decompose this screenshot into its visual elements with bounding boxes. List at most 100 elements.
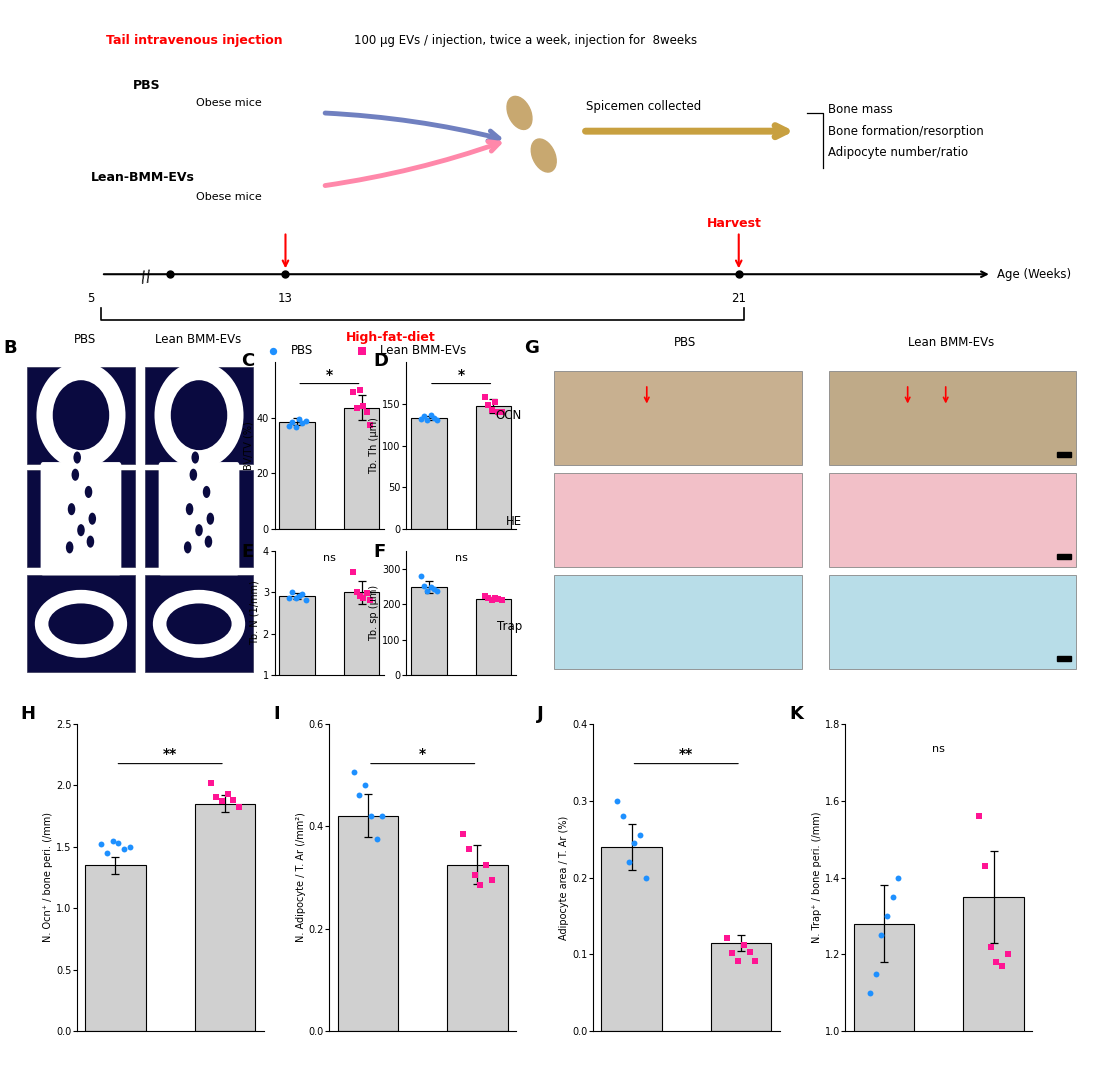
Y-axis label: Tb. Th (μm): Tb. Th (μm) bbox=[369, 417, 380, 474]
Point bbox=[355, 590, 372, 607]
Point bbox=[729, 951, 747, 969]
Point bbox=[296, 413, 314, 430]
Point bbox=[213, 793, 231, 810]
FancyBboxPatch shape bbox=[26, 470, 135, 567]
Point bbox=[747, 951, 764, 969]
Text: Lean BMM-EVs: Lean BMM-EVs bbox=[380, 345, 467, 357]
Point bbox=[480, 589, 497, 606]
Point bbox=[412, 567, 429, 584]
Bar bbox=[338, 816, 399, 1031]
FancyBboxPatch shape bbox=[1057, 451, 1071, 457]
Point bbox=[373, 808, 391, 825]
Point bbox=[418, 411, 436, 429]
FancyBboxPatch shape bbox=[554, 576, 802, 670]
Ellipse shape bbox=[48, 604, 113, 645]
FancyBboxPatch shape bbox=[145, 366, 254, 463]
Y-axis label: BV/TV (%): BV/TV (%) bbox=[244, 421, 254, 470]
Point bbox=[225, 792, 243, 809]
Ellipse shape bbox=[190, 469, 198, 481]
Bar bbox=[412, 418, 447, 529]
Text: PBS: PBS bbox=[674, 336, 696, 349]
Ellipse shape bbox=[89, 513, 97, 525]
FancyBboxPatch shape bbox=[554, 473, 802, 567]
Text: //: // bbox=[141, 269, 153, 285]
Text: *: * bbox=[458, 368, 464, 382]
Text: High-fat-diet: High-fat-diet bbox=[346, 332, 436, 345]
Point bbox=[477, 588, 494, 605]
Text: Lean-BMM-EVs: Lean-BMM-EVs bbox=[90, 171, 194, 184]
Point bbox=[283, 583, 301, 600]
Point bbox=[296, 591, 314, 608]
Point bbox=[460, 840, 478, 858]
FancyBboxPatch shape bbox=[26, 576, 135, 673]
Point bbox=[718, 929, 736, 946]
Point bbox=[362, 808, 380, 825]
Point bbox=[104, 832, 122, 849]
Point bbox=[361, 416, 379, 433]
Point bbox=[115, 840, 133, 858]
FancyBboxPatch shape bbox=[26, 366, 135, 463]
Text: I: I bbox=[273, 705, 280, 724]
Bar bbox=[710, 943, 771, 1031]
Point bbox=[425, 580, 442, 597]
Text: 21: 21 bbox=[731, 292, 747, 305]
Point bbox=[971, 808, 988, 825]
Text: B: B bbox=[3, 339, 16, 357]
FancyBboxPatch shape bbox=[41, 462, 122, 576]
Text: *: * bbox=[419, 746, 426, 760]
Text: Trap: Trap bbox=[496, 620, 522, 633]
Point bbox=[976, 858, 994, 875]
FancyBboxPatch shape bbox=[145, 576, 254, 673]
Ellipse shape bbox=[211, 423, 215, 433]
Point bbox=[428, 410, 446, 428]
Point bbox=[483, 872, 501, 889]
Text: F: F bbox=[373, 543, 385, 562]
Point bbox=[422, 407, 439, 424]
Point bbox=[724, 944, 741, 961]
Point bbox=[418, 582, 436, 599]
Text: ns: ns bbox=[932, 744, 945, 754]
Bar bbox=[447, 865, 507, 1031]
Y-axis label: N. Trap⁺ / bone peri. (/mm): N. Trap⁺ / bone peri. (/mm) bbox=[811, 812, 821, 943]
Y-axis label: N. Adipocyte / T. Ar (/mm²): N. Adipocyte / T. Ar (/mm²) bbox=[295, 812, 305, 943]
Text: **: ** bbox=[164, 746, 177, 760]
Ellipse shape bbox=[155, 362, 244, 469]
Text: Spicemen collected: Spicemen collected bbox=[586, 100, 702, 113]
Point bbox=[466, 866, 483, 883]
Ellipse shape bbox=[183, 541, 191, 553]
Text: ns: ns bbox=[455, 553, 468, 563]
Text: *: * bbox=[326, 368, 333, 382]
Text: ns: ns bbox=[323, 553, 336, 564]
Text: Lean BMM-EVs: Lean BMM-EVs bbox=[155, 333, 240, 346]
Point bbox=[480, 396, 497, 414]
Text: 13: 13 bbox=[278, 292, 293, 305]
Text: HE: HE bbox=[506, 514, 522, 528]
Ellipse shape bbox=[74, 451, 81, 463]
Text: C: C bbox=[242, 352, 255, 369]
Point bbox=[358, 403, 376, 420]
Point bbox=[280, 590, 298, 607]
Text: 5: 5 bbox=[87, 292, 94, 305]
Point bbox=[290, 410, 307, 428]
FancyBboxPatch shape bbox=[145, 470, 254, 567]
Point bbox=[486, 590, 504, 607]
Point bbox=[455, 825, 472, 842]
Ellipse shape bbox=[66, 541, 74, 553]
Point bbox=[358, 584, 376, 602]
Point bbox=[98, 845, 115, 862]
Bar bbox=[854, 923, 915, 1080]
Ellipse shape bbox=[203, 486, 211, 498]
FancyBboxPatch shape bbox=[829, 372, 1076, 465]
Ellipse shape bbox=[35, 590, 127, 658]
Point bbox=[293, 585, 311, 603]
Point bbox=[361, 591, 379, 608]
Ellipse shape bbox=[92, 423, 98, 433]
Bar bbox=[475, 598, 511, 675]
FancyBboxPatch shape bbox=[554, 372, 802, 465]
Text: PBS: PBS bbox=[74, 333, 96, 346]
Point bbox=[620, 853, 638, 870]
Point bbox=[999, 946, 1017, 963]
Point bbox=[428, 582, 446, 599]
Point bbox=[415, 407, 433, 424]
Y-axis label: Tb. sp (μm): Tb. sp (μm) bbox=[369, 585, 380, 640]
